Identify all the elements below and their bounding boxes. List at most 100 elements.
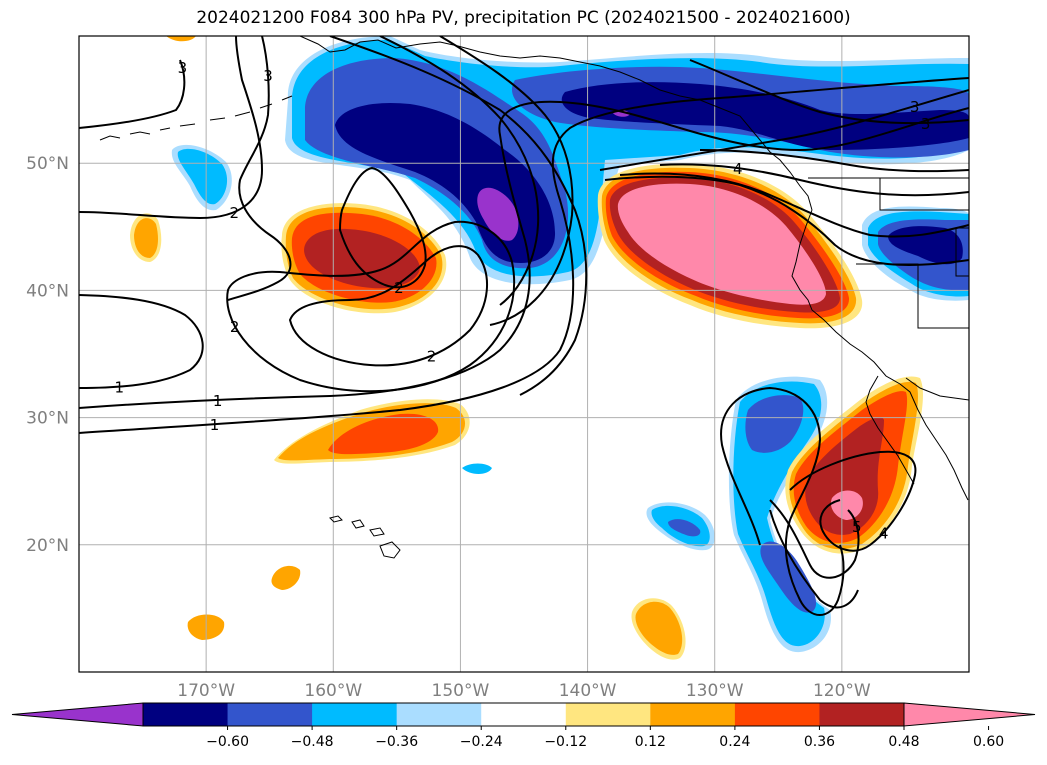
colorbar-extend-max: [903, 702, 1036, 727]
pv-contour-ne-arc-b: [619, 172, 969, 238]
lon-tick-label: 160°W: [304, 681, 362, 701]
fill-gulf-alaska-level5: [477, 187, 519, 241]
colorbar-segment: [312, 703, 398, 726]
chart-title: 2024021200 F084 300 hPa PV, precipitatio…: [196, 8, 851, 28]
fill-california-pos-level5: [617, 183, 826, 305]
colorbar-tick-label: 0.12: [635, 734, 666, 750]
fill-small-pos-e: [166, 36, 196, 42]
colorbar-extend-min: [11, 702, 144, 727]
colorbar-segment: [650, 703, 736, 726]
lon-tick-label: 150°W: [432, 681, 490, 701]
lon-tick-label: 170°W: [177, 681, 235, 701]
pv-contour-baja-1: [720, 386, 845, 616]
fill-baja-pos-level5: [830, 490, 863, 520]
boundary-us-mexico: [905, 377, 969, 401]
fill-baja-pos-level4: [805, 417, 884, 535]
coastline-hawaii-3: [369, 527, 385, 537]
contour-label: 1: [213, 392, 223, 410]
contour-label: 3: [178, 59, 188, 77]
contour-label: 2: [230, 318, 240, 336]
colorbar-frame: [142, 702, 905, 727]
fill-eastern-tropical-neg-level3: [745, 395, 804, 453]
lat-tick-label: 40°N: [26, 281, 69, 301]
contour-label: 3: [921, 115, 931, 133]
colorbar-tick-label: 0.48: [888, 734, 919, 750]
fill-tiny-neg: [462, 463, 492, 474]
coastline-hawaii-2: [351, 519, 365, 529]
precipitation-fills: [130, 36, 969, 660]
pv-contour-ne-arc-a: [604, 175, 969, 266]
contour-label: 3: [263, 67, 273, 85]
contour-label: 3: [910, 98, 920, 116]
coastline-alaska: [299, 36, 813, 211]
pv-contour-ne-arc-c: [659, 163, 969, 197]
pv-contour-arc-3: [379, 36, 540, 306]
lon-tick-label: 140°W: [559, 681, 617, 701]
colorbar-tick-label: 0.24: [719, 734, 750, 750]
map-frame: [78, 35, 970, 673]
colorbar-tick-label: −0.48: [291, 734, 334, 750]
contour-label: 2: [394, 279, 404, 297]
fill-ne-pacific-band-level4: [561, 82, 969, 150]
coastline-baja: [865, 375, 915, 485]
contour-label: 2: [229, 204, 239, 222]
pv-contour-3-northwest: [227, 36, 292, 301]
coastline-aleutians: [99, 95, 293, 141]
coastline-hawaii-1: [329, 515, 343, 523]
colorbar: −0.60 −0.48 −0.36 −0.24 −0.12 0.12 0.24 0.36 0.4…: [11, 702, 1036, 750]
coastline-us-west: [791, 209, 969, 501]
colorbar-segment: [481, 703, 567, 726]
colorbar-segment: [227, 703, 313, 726]
colorbar-tick-label: −0.36: [375, 734, 418, 750]
boundary-box-a: [879, 178, 969, 211]
contour-label: 2: [427, 348, 437, 366]
lon-tick-label: 120°W: [813, 681, 871, 701]
pv-contour-baja-1-lower: [769, 509, 859, 609]
pv-contour-arc-1: [329, 36, 588, 396]
pv-contour-1-south: [79, 77, 969, 434]
lat-tick-label: 30°N: [26, 409, 69, 429]
gridlines: [79, 36, 969, 672]
lat-tick-label: 20°N: [26, 536, 69, 556]
contour-label: 4: [879, 524, 889, 542]
colorbar-segment: [396, 703, 482, 726]
pv-contour-4-loop: [288, 245, 488, 367]
colorbar-tick-label: 0.60: [973, 734, 1004, 750]
pv-contour-ne-arc-e: [689, 59, 969, 125]
longitude-ticks: 170°W 160°W 150°W 140°W 130°W 120°W: [177, 681, 871, 701]
fill-small-pos-a-inner: [134, 218, 158, 258]
lat-tick-label: 50°N: [26, 154, 69, 174]
pv-contour-arc-2: [439, 36, 574, 326]
contour-label: 5: [852, 518, 862, 536]
contour-label: 4: [733, 160, 743, 178]
pv-contour-3-loop: [226, 220, 516, 393]
pv-contour-2-south: [79, 100, 969, 409]
colorbar-tick-label: −0.24: [460, 734, 503, 750]
colorbar-segment: [143, 703, 229, 726]
colorbar-segment: [734, 703, 820, 726]
fill-eastern-tropical-neg-level3-south: [760, 541, 817, 613]
coastline-hawaii-4: [379, 541, 401, 559]
pv-contours: [79, 36, 969, 616]
contour-label: 1: [114, 379, 124, 397]
fill-small-neg-level3: [668, 519, 701, 537]
colorbar-segment: [565, 703, 651, 726]
pv-contour-ne-3: [599, 89, 969, 171]
pv-contour-5-loop: [338, 166, 427, 289]
colorbar-segment: [819, 703, 905, 726]
pv-contour-2-northwest: [79, 36, 264, 220]
pv-contour-2-west: [79, 294, 204, 389]
pv-contour-4-northwest: [79, 59, 186, 129]
fill-small-pos-d-inner: [635, 601, 683, 655]
contour-label: 1: [210, 416, 220, 434]
pv-contour-baja-2: [789, 450, 917, 552]
pv-contour-baja-3: [769, 499, 860, 579]
colorbar-tick-label: −0.12: [544, 734, 587, 750]
latitude-ticks: 20°N 30°N 40°N 50°N: [26, 154, 69, 556]
fill-small-pos-b: [271, 565, 301, 590]
fill-subtropical-pos-level3: [328, 413, 439, 455]
lon-tick-label: 130°W: [686, 681, 744, 701]
